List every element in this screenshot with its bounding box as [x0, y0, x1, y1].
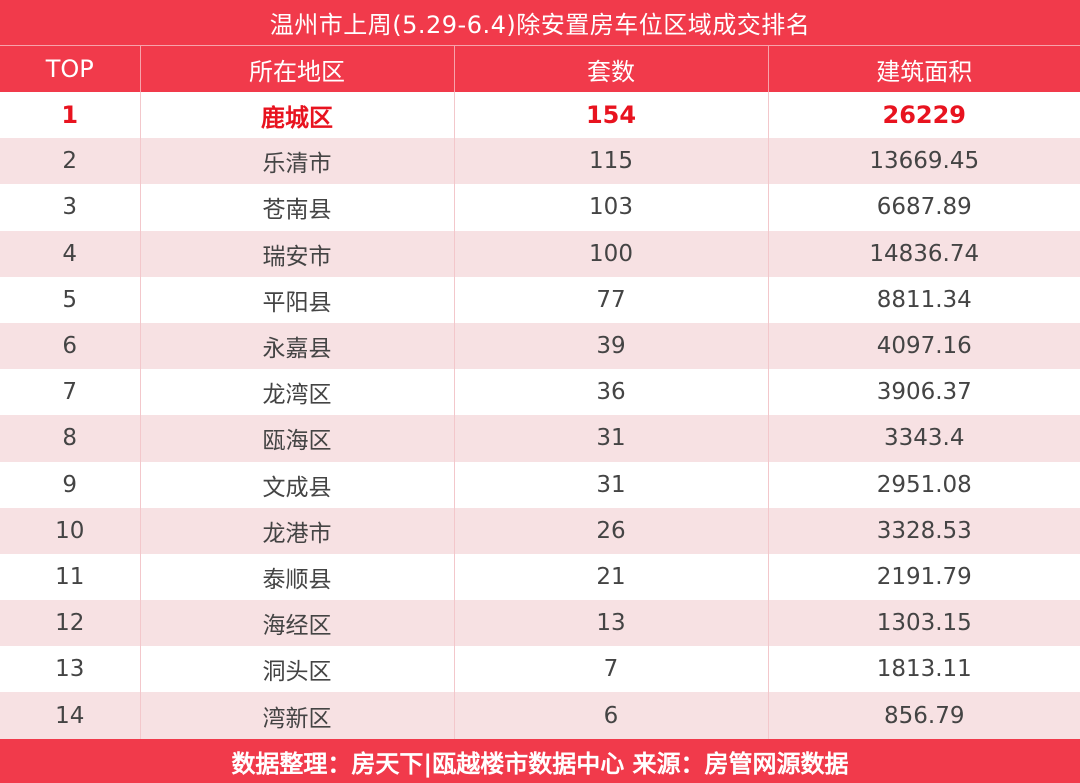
header-count: 套数 [453, 45, 768, 92]
count-cell: 77 [453, 276, 768, 323]
area-cell: 2191.79 [767, 553, 1080, 601]
count-cell: 31 [453, 415, 768, 462]
region-cell: 湾新区 [139, 692, 454, 739]
table-row: 3 苍南县 103 6687.89 [0, 184, 1080, 231]
rank-cell: 14 [0, 692, 140, 739]
area-cell: 14836.74 [767, 230, 1080, 277]
area-cell: 856.79 [767, 692, 1080, 739]
rank-cell: 1 [0, 92, 140, 139]
count-cell: 103 [453, 184, 768, 231]
count-cell: 21 [453, 553, 768, 601]
rank-cell: 13 [0, 646, 140, 693]
count-cell: 31 [453, 461, 768, 508]
region-cell: 龙湾区 [139, 369, 454, 416]
table-row: 13 洞头区 7 1813.11 [0, 646, 1080, 693]
region-cell: 文成县 [139, 461, 454, 508]
rank-cell: 7 [0, 369, 140, 416]
table-row: 1 鹿城区 154 26229 [0, 92, 1080, 139]
table-row: 5 平阳县 77 8811.34 [0, 276, 1080, 323]
area-cell: 13669.45 [767, 138, 1080, 185]
region-cell: 龙港市 [139, 507, 454, 554]
area-cell: 1813.11 [767, 646, 1080, 693]
table-row: 4 瑞安市 100 14836.74 [0, 230, 1080, 277]
region-cell: 海经区 [139, 600, 454, 647]
area-cell: 26229 [767, 92, 1080, 139]
count-cell: 154 [453, 92, 768, 139]
area-cell: 2951.08 [767, 461, 1080, 508]
source-footer: 数据整理：房天下|瓯越楼市数据中心 来源：房管网源数据 [0, 739, 1080, 783]
rank-cell: 12 [0, 600, 140, 647]
region-cell: 乐清市 [139, 138, 454, 185]
rank-cell: 2 [0, 138, 140, 185]
count-cell: 13 [453, 600, 768, 647]
region-cell: 平阳县 [139, 276, 454, 323]
count-cell: 115 [453, 138, 768, 185]
table-row: 8 瓯海区 31 3343.4 [0, 415, 1080, 462]
count-cell: 6 [453, 692, 768, 739]
rank-cell: 5 [0, 276, 140, 323]
table-row: 11 泰顺县 21 2191.79 [0, 553, 1080, 601]
count-cell: 7 [453, 646, 768, 693]
header-region: 所在地区 [139, 45, 454, 92]
region-cell: 永嘉县 [139, 322, 454, 370]
header-area: 建筑面积 [767, 45, 1080, 92]
table-row: 14 湾新区 6 856.79 [0, 692, 1080, 739]
region-cell: 瑞安市 [139, 230, 454, 277]
count-cell: 39 [453, 322, 768, 370]
table-row: 12 海经区 13 1303.15 [0, 600, 1080, 647]
ranking-table: TOP 所在地区 套数 建筑面积 1 鹿城区 154 26229 2 乐清市 115 1366… [0, 45, 1080, 739]
count-cell: 100 [453, 230, 768, 277]
area-cell: 4097.16 [767, 322, 1080, 370]
region-cell: 鹿城区 [139, 92, 454, 139]
count-cell: 36 [453, 369, 768, 416]
rank-cell: 3 [0, 184, 140, 231]
area-cell: 3343.4 [767, 415, 1080, 462]
area-cell: 3328.53 [767, 507, 1080, 554]
table-row: 6 永嘉县 39 4097.16 [0, 322, 1080, 370]
rank-cell: 10 [0, 507, 140, 554]
table-row: 2 乐清市 115 13669.45 [0, 138, 1080, 185]
area-cell: 6687.89 [767, 184, 1080, 231]
area-cell: 1303.15 [767, 600, 1080, 647]
table-title: 温州市上周(5.29-6.4)除安置房车位区域成交排名 [0, 0, 1080, 45]
rank-cell: 4 [0, 230, 140, 277]
table-row: 9 文成县 31 2951.08 [0, 461, 1080, 508]
rank-cell: 11 [0, 553, 140, 601]
table-row: 10 龙港市 26 3328.53 [0, 507, 1080, 554]
area-cell: 8811.34 [767, 276, 1080, 323]
region-cell: 苍南县 [139, 184, 454, 231]
rank-cell: 8 [0, 415, 140, 462]
rank-cell: 9 [0, 461, 140, 508]
table-row: 7 龙湾区 36 3906.37 [0, 369, 1080, 416]
area-cell: 3906.37 [767, 369, 1080, 416]
table-header-row: TOP 所在地区 套数 建筑面积 [0, 45, 1080, 92]
region-cell: 洞头区 [139, 646, 454, 693]
count-cell: 26 [453, 507, 768, 554]
region-cell: 泰顺县 [139, 553, 454, 601]
rank-cell: 6 [0, 322, 140, 370]
region-cell: 瓯海区 [139, 415, 454, 462]
header-top: TOP [0, 45, 140, 92]
